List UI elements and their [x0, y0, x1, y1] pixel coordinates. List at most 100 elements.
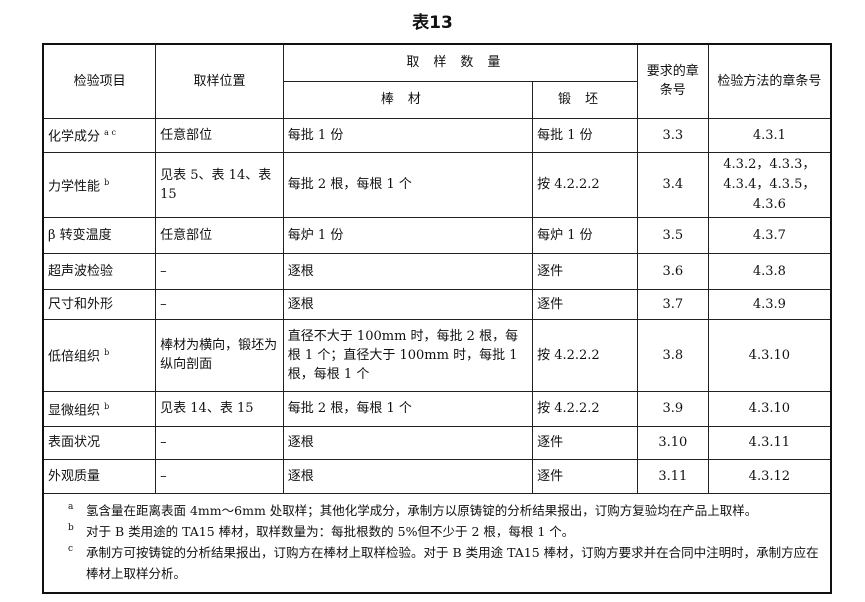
cell-location: 任意部位	[155, 216, 284, 254]
table-title: 表13	[412, 13, 453, 33]
cell-item: 化学成分 a c	[42, 117, 157, 153]
cell-item-text: 超声波检验	[48, 263, 114, 279]
cell-bar-text: 直径不大于 100mm 时，每批 2 根，每根 1 个；直径大于 100mm 时…	[287, 328, 519, 382]
cell-method-clause: 4.3.8	[707, 252, 832, 290]
footnote-ref: b	[104, 177, 110, 187]
cell-location-text: –	[160, 468, 167, 484]
footnote-mark: c	[68, 543, 74, 554]
cell-bar-text: 逐根	[287, 296, 314, 312]
cell-req-clause-text: 3.4	[662, 177, 684, 192]
footnote-text: 氢含量在距离表面 4mm～6mm 处取样；其他化学成分，承制方以原铸锭的分析结果…	[86, 502, 758, 518]
cell-method-clause: 4.3.11	[707, 425, 832, 460]
cell-req-clause-text: 3.8	[662, 347, 684, 363]
cell-item-text: 表面状况	[48, 435, 101, 450]
cell-method-clause: 4.3.1	[707, 117, 832, 153]
cell-method-clause: 4.3.10	[707, 318, 832, 392]
footnote-mark: b	[68, 522, 74, 533]
cell-forging-text: 逐件	[537, 468, 564, 484]
header-item: 检验项目	[42, 43, 157, 119]
footnote-text: 对于 B 类用途的 TA15 棒材，取样数量为：每批根数的 5%但不少于 2 根…	[86, 523, 575, 539]
table-row: 外观质量 – 逐根 逐件 3.11 4.3.12	[42, 458, 832, 494]
cell-item-text: β 转变温度	[48, 227, 112, 243]
footnote-ref: b	[104, 401, 110, 411]
footnote-ref: b	[104, 348, 110, 358]
cell-bar: 逐根	[282, 458, 534, 494]
cell-req-clause-text: 3.6	[662, 263, 684, 279]
cell-bar: 每炉 1 份	[282, 216, 534, 254]
inspection-table: 检验项目 取样位置 取样数量 要求的章条号 检验方法的章条号 棒材 锻坯 化学成…	[42, 43, 832, 594]
cell-item-text: 显微组织	[48, 403, 101, 419]
cell-forging: 按 4.2.2.2	[532, 151, 638, 218]
cell-forging: 每批 1 份	[532, 117, 638, 153]
cell-location-text: 棒材为横向，锻坯为纵向剖面	[160, 338, 278, 372]
cell-location-text: 见表 5、表 14、表 15	[160, 167, 272, 202]
table-row: 显微组织 b 见表 14、表 15 每批 2 根，每根 1 个按 4.2.2.2 3.…	[42, 390, 832, 427]
header-quantity: 取样数量	[282, 43, 638, 82]
cell-bar-text: 逐根	[287, 468, 314, 484]
cell-forging-text: 每炉 1 份	[537, 227, 593, 243]
cell-location: 见表 5、表 14、表 15	[155, 151, 284, 218]
header-method-clause: 检验方法的章条号	[707, 43, 832, 119]
cell-req-clause: 3.4	[636, 151, 709, 218]
footnote-text: 承制方可按铸锭的分析结果报出，订购方在棒材上取样检验。对于 B 类用途 TA15…	[86, 544, 819, 581]
cell-item: 表面状况	[42, 425, 157, 460]
cell-location: –	[155, 288, 284, 320]
cell-location-text: –	[160, 263, 167, 279]
footnote-mark: a	[68, 501, 74, 512]
footnotes: a 氢含量在距离表面 4mm～6mm 处取样；其他化学成分，承制方以原铸锭的分析结…	[42, 492, 832, 593]
cell-forging: 逐件	[532, 252, 638, 290]
cell-req-clause: 3.7	[636, 288, 709, 320]
cell-method-clause-text: 4.3.10	[748, 401, 791, 416]
table-row: β 转变温度 任意部位 每炉 1 份 每炉 1 份 3.5 4.3.7	[42, 216, 832, 254]
cell-req-clause: 3.3	[636, 117, 709, 153]
cell-item: 显微组织 b	[42, 390, 157, 427]
cell-forging: 逐件	[532, 425, 638, 460]
cell-location-text: –	[160, 296, 167, 312]
table-row: 力学性能 b 见表 5、表 14、表 15 每批 2 根，每根 1 个按 4.2.2…	[42, 151, 832, 218]
cell-forging: 逐件	[532, 458, 638, 494]
cell-method-clause: 4.3.10	[707, 390, 832, 427]
cell-forging: 每炉 1 份	[532, 216, 638, 254]
cell-forging-text: 逐件	[537, 435, 564, 450]
cell-method-clause-text: 4.3.2，4.3.3，4.3.4，4.3.5，4.3.6	[723, 156, 816, 212]
cell-bar: 逐根	[282, 425, 534, 460]
table-row: 化学成分 a c 任意部位 每批 1 份 每批 1 份 3.3 4.3.1	[42, 117, 832, 153]
cell-method-clause-text: 4.3.9	[752, 296, 786, 312]
cell-location: –	[155, 252, 284, 290]
cell-bar-text: 每批 1 份	[287, 127, 344, 143]
cell-forging: 按 4.2.2.2	[532, 390, 638, 427]
footnote-b: b 对于 B 类用途的 TA15 棒材，取样数量为：每批根数的 5%但不少于 2 …	[68, 521, 820, 542]
cell-bar: 逐根	[282, 288, 534, 320]
cell-req-clause: 3.10	[636, 425, 709, 460]
cell-forging-text: 按 4.2.2.2	[537, 177, 600, 192]
cell-forging-text: 逐件	[537, 296, 564, 312]
cell-item: 外观质量	[42, 458, 157, 494]
cell-req-clause: 3.11	[636, 458, 709, 494]
cell-item-text: 化学成分	[48, 129, 101, 145]
cell-bar: 逐根	[282, 252, 534, 290]
cell-req-clause: 3.5	[636, 216, 709, 254]
cell-bar-text: 逐根	[287, 263, 314, 279]
cell-req-clause-text: 3.10	[658, 435, 688, 450]
cell-forging-text: 每批 1 份	[537, 127, 593, 143]
cell-method-clause-text: 4.3.10	[748, 347, 791, 363]
cell-item: 力学性能 b	[42, 151, 157, 218]
cell-method-clause-text: 4.3.7	[752, 227, 786, 243]
cell-bar-text: 每批 2 根，每根 1 个	[287, 401, 412, 416]
header-bar: 棒材	[282, 80, 534, 119]
cell-req-clause-text: 3.11	[658, 468, 688, 484]
cell-item: 超声波检验	[42, 252, 157, 290]
cell-location-text: –	[160, 435, 167, 450]
cell-method-clause: 4.3.7	[707, 216, 832, 254]
header-req-clause: 要求的章条号	[636, 43, 709, 119]
cell-location: –	[155, 458, 284, 494]
cell-req-clause-text: 3.9	[662, 401, 684, 416]
cell-bar: 每批 2 根，每根 1 个	[282, 151, 534, 218]
cell-req-clause-text: 3.5	[662, 227, 684, 243]
cell-item: 低倍组织 b	[42, 318, 157, 392]
cell-item-text: 外观质量	[48, 468, 101, 484]
cell-method-clause-text: 4.3.1	[752, 127, 786, 143]
cell-location-text: 任意部位	[160, 127, 213, 143]
cell-forging-text: 按 4.2.2.2	[537, 347, 600, 363]
cell-location: 任意部位	[155, 117, 284, 153]
